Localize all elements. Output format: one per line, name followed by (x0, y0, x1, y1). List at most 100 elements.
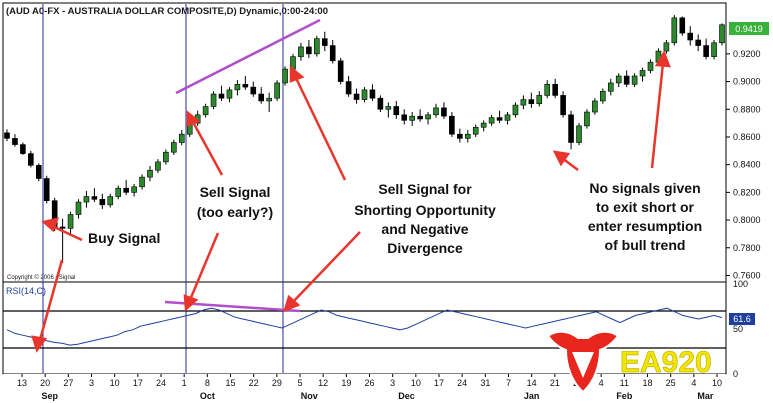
candle (512, 102, 519, 118)
candle (298, 42, 304, 61)
month-label: Sep (42, 391, 59, 401)
svg-text:enter resumption: enter resumption (588, 218, 702, 234)
arrow-buy-rsi-head (31, 335, 48, 353)
candle (4, 129, 10, 142)
arrow-divergence-price-head (289, 65, 305, 83)
annotation-arrows (31, 50, 671, 353)
arrow-early-sell-rsi (188, 232, 220, 301)
candle-body (75, 201, 82, 215)
candle (703, 38, 709, 60)
svg-text:Sell Signal for: Sell Signal for (378, 181, 472, 197)
price-tick-label: 0.9000 (733, 77, 761, 87)
rsi-line (6, 307, 723, 346)
candle (282, 66, 288, 86)
price-tick-label: 0.7600 (733, 270, 761, 280)
date-tick-label: 3 (390, 378, 395, 388)
arrow-no-signals-feb (650, 62, 665, 169)
candle (449, 112, 455, 137)
candle-body (441, 107, 447, 117)
candle-body (83, 196, 90, 203)
candle-body (504, 114, 511, 121)
candle-body (202, 106, 209, 116)
candle (147, 166, 153, 182)
candle (28, 150, 34, 168)
candle-body (337, 60, 344, 82)
date-tick-label: 18 (642, 378, 652, 388)
rsi-label: RSI(14,C) (6, 286, 46, 296)
candle (441, 102, 447, 119)
price-tick-label: 0.7800 (733, 243, 761, 253)
candle-body (695, 39, 701, 46)
candle (687, 26, 694, 46)
annotation-no-signals-line2: to exit short or (596, 199, 695, 215)
date-tick-label: 8 (205, 378, 210, 388)
candle (671, 15, 678, 46)
candle-body (178, 133, 185, 143)
date-tick-label: 20 (40, 378, 50, 388)
candle (123, 179, 129, 196)
candle (607, 78, 614, 96)
svg-text:and Negative: and Negative (381, 221, 468, 237)
candle-body (4, 132, 10, 139)
ea920-logo: EA920 (546, 330, 712, 394)
candle-body (59, 226, 66, 229)
candle-body (282, 68, 288, 84)
candle-body (171, 142, 177, 153)
candle-body (679, 17, 686, 34)
candle-body (480, 122, 487, 128)
candle-body (139, 176, 145, 188)
price-tick-label: 0.9200 (733, 49, 761, 59)
candle-body (528, 99, 535, 105)
price-axis: 0.9200 0.9000 0.8800 0.8600 0.8400 0.8200 0.80… (726, 49, 761, 280)
price-trend-line (175, 18, 321, 95)
arrow-no-signals-feb-head (654, 50, 671, 68)
candle (425, 112, 431, 125)
arrow-divergence-rsi (291, 231, 361, 304)
rsi-tick-label: 100 (733, 279, 748, 289)
candle-body (369, 89, 376, 99)
last-price-label: 0.9419 (735, 24, 763, 34)
candle (592, 98, 598, 115)
candle-body (719, 24, 725, 44)
candle (488, 114, 495, 126)
candle-body (457, 133, 463, 139)
annotation-early-sell-line2: (too early?) (197, 204, 273, 220)
date-tick-label: 15 (225, 378, 235, 388)
month-label: Nov (301, 391, 318, 401)
annotation-divergence-line4: Divergence (387, 240, 463, 256)
candle-body (210, 93, 217, 107)
candle (20, 142, 26, 155)
candle-body (99, 198, 106, 206)
candle (711, 40, 717, 60)
candle (75, 199, 82, 219)
candle (234, 80, 241, 96)
annotation-divergence-line2: Shorting Opportunity (354, 202, 496, 218)
date-tick-label: 26 (364, 378, 374, 388)
candle-body (115, 187, 122, 197)
last-rsi-box (729, 313, 755, 325)
candle (663, 40, 670, 54)
date-tick-label: 7 (506, 378, 511, 388)
candle-body (361, 89, 368, 100)
candle-body (258, 93, 265, 102)
date-tick-label: 11 (620, 378, 629, 388)
candle-body (298, 46, 304, 57)
candle-body (306, 46, 312, 55)
candle (639, 67, 646, 82)
price-tick-label: 0.8000 (733, 215, 761, 225)
candle (35, 163, 42, 182)
rsi-pane (2, 281, 727, 375)
month-label: Dec (398, 391, 415, 401)
candle-body (321, 38, 328, 46)
month-label: Mar (697, 391, 714, 401)
candle-body (345, 81, 352, 95)
candle (91, 188, 98, 203)
rsi-tick-label: 0 (733, 369, 738, 379)
date-tick-label: 17 (434, 378, 444, 388)
arrow-no-signals-jan-head (552, 150, 571, 167)
candle (178, 130, 185, 146)
date-tick-label: 14 (527, 378, 537, 388)
candle-body (401, 114, 408, 121)
annotation-early-sell: Sell Signal Sell Signal (too early?) (to… (195, 182, 275, 222)
